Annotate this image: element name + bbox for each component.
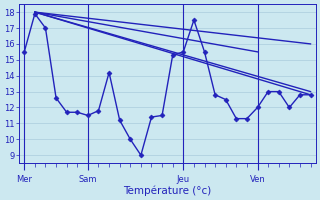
X-axis label: Température (°c): Température (°c) <box>123 185 212 196</box>
